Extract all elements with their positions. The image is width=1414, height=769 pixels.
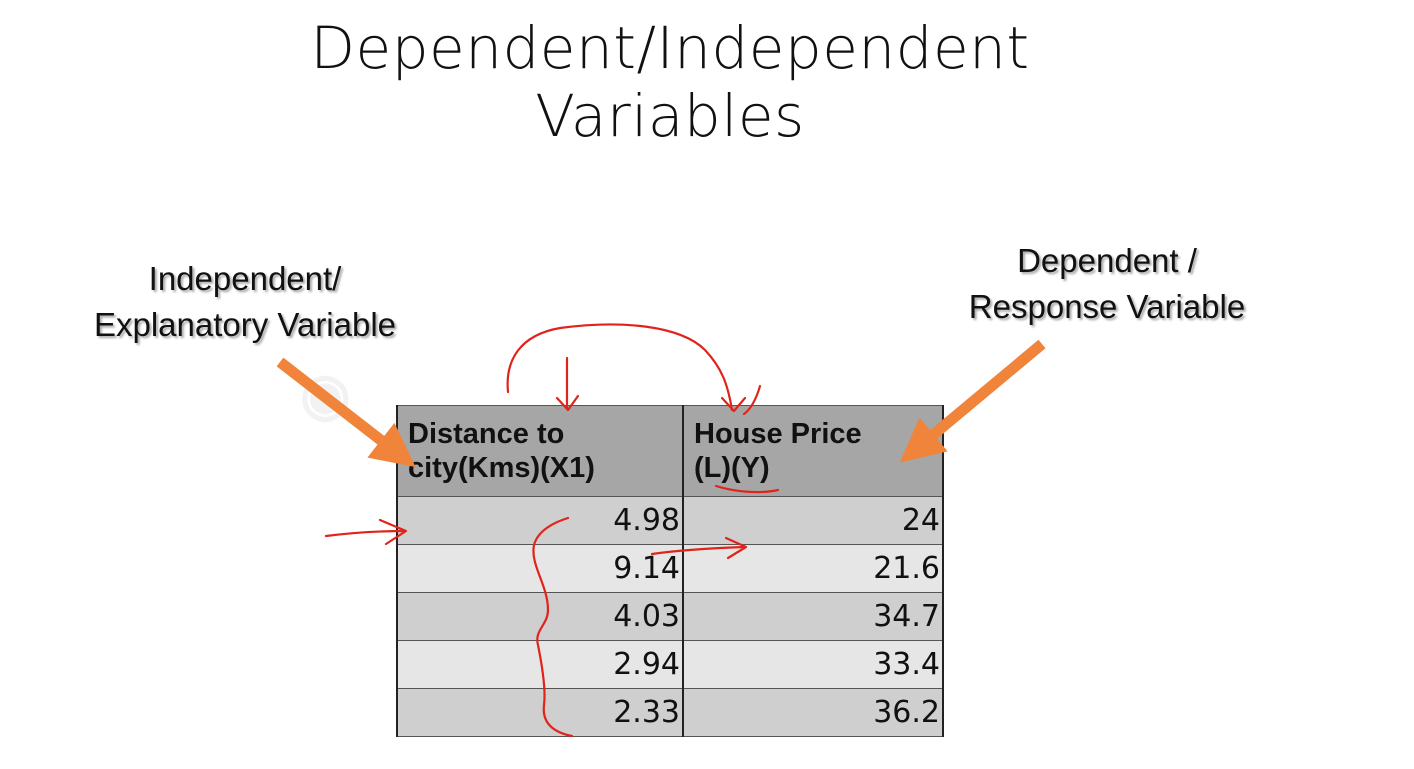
slide-title-line-2: Variables (535, 82, 805, 150)
red-arrowhead-icon (555, 394, 580, 412)
red-tick-icon (742, 384, 762, 416)
table-row: 4.98 24 (396, 496, 944, 545)
slide-title-line-1: Dependent/Independent (310, 14, 1030, 82)
orange-arrow-right-icon (899, 339, 1046, 463)
table-cell: 21.6 (682, 544, 944, 593)
dependent-label-line-1: Dependent / (1017, 242, 1197, 279)
independent-label-line-1: Independent/ (148, 260, 342, 297)
red-arrowhead-icon (378, 518, 408, 546)
slide-title: Dependent/Independent Variables (0, 14, 1340, 150)
column-header-line: (L)(Y) (694, 452, 770, 484)
table-cell: 33.4 (682, 640, 944, 689)
column-header-line: House Price (694, 418, 862, 450)
data-table: Distance to city(Kms)(X1) House Price (L… (396, 405, 944, 737)
table-cell: 9.14 (396, 544, 684, 593)
red-underline-icon (714, 484, 780, 494)
dependent-label-line-2: Response Variable (968, 288, 1246, 325)
independent-label-line-2: Explanatory Variable (93, 306, 397, 343)
table-cell: 2.94 (396, 640, 684, 689)
orange-arrow-left-icon (276, 357, 416, 468)
independent-variable-label: Independent/ Explanatory Variable (40, 256, 450, 348)
red-bracket-icon (532, 516, 574, 738)
table-cell: 4.98 (396, 496, 684, 545)
table-cell: 36.2 (682, 688, 944, 737)
red-arrowhead-icon (724, 536, 748, 560)
column-header-line: city(Kms)(X1) (408, 452, 595, 484)
table-row: 2.94 33.4 (396, 640, 944, 689)
column-header-distance: Distance to city(Kms)(X1) (396, 405, 684, 497)
red-curved-arrow-icon (506, 323, 734, 412)
table-cell: 2.33 (396, 688, 684, 737)
column-header-line: Distance to (408, 418, 565, 450)
table-row: 9.14 21.6 (396, 544, 944, 593)
dependent-variable-label: Dependent / Response Variable (922, 238, 1292, 330)
red-middle-arrow-icon (650, 545, 747, 556)
red-arrowhead-icon (720, 396, 747, 413)
table-cell: 24 (682, 496, 944, 545)
red-left-arrow-icon (324, 529, 407, 538)
table-row: 2.33 36.2 (396, 688, 944, 737)
